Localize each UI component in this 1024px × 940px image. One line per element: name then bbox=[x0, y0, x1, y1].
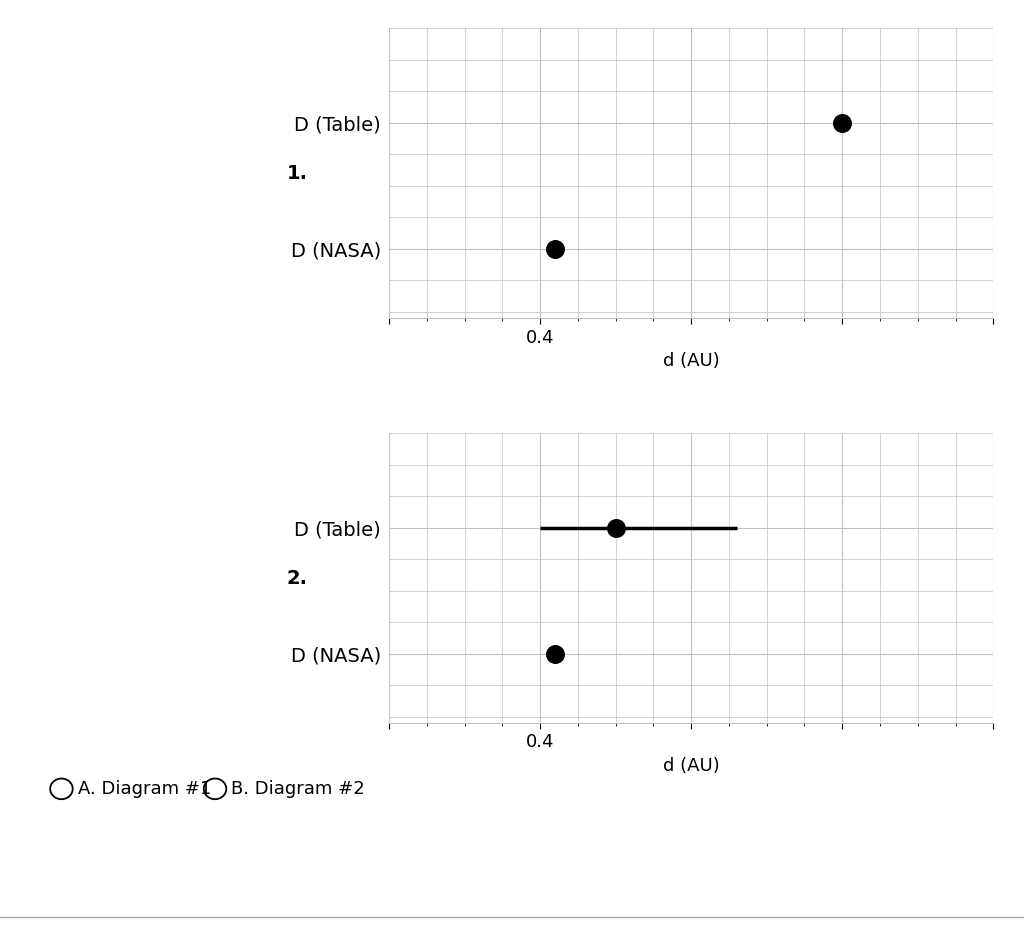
Point bbox=[607, 520, 624, 535]
X-axis label: d (AU): d (AU) bbox=[663, 757, 720, 775]
Text: A. Diagram #1: A. Diagram #1 bbox=[78, 780, 211, 798]
Text: 1.: 1. bbox=[287, 164, 308, 182]
X-axis label: d (AU): d (AU) bbox=[663, 352, 720, 370]
Point bbox=[547, 242, 563, 257]
Point bbox=[834, 116, 850, 131]
Text: 2.: 2. bbox=[287, 569, 308, 588]
Text: B. Diagram #2: B. Diagram #2 bbox=[231, 780, 366, 798]
Point bbox=[547, 646, 563, 661]
